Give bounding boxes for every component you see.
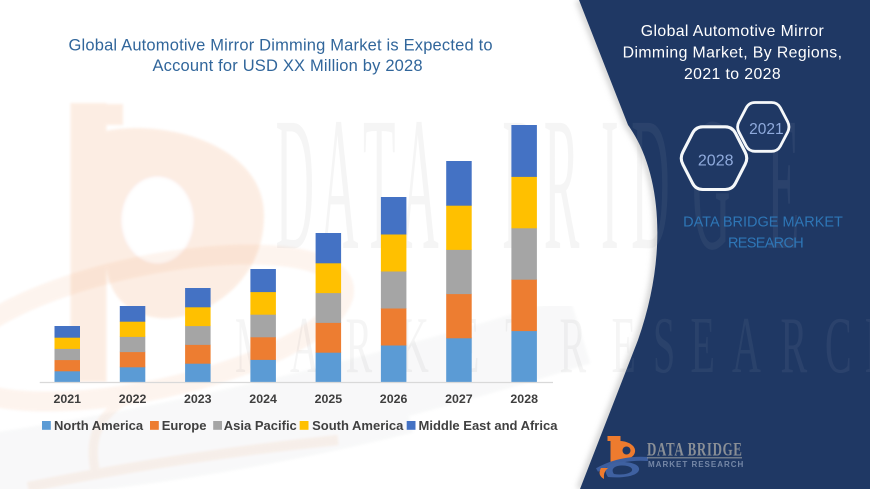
svg-text:Europe: Europe <box>162 418 207 433</box>
svg-text:Asia Pacific: Asia Pacific <box>224 418 297 433</box>
svg-text:2021: 2021 <box>54 392 82 406</box>
svg-text:2023: 2023 <box>184 392 212 406</box>
svg-text:DATA BRIDGE MARKET: DATA BRIDGE MARKET <box>683 215 843 231</box>
svg-text:DATA BRIDGE: DATA BRIDGE <box>647 439 743 460</box>
svg-text:Account for USD XX Million by: Account for USD XX Million by 2028 <box>153 57 423 75</box>
svg-text:Global Automotive Mirror: Global Automotive Mirror <box>641 23 824 40</box>
svg-text:2028: 2028 <box>698 153 734 170</box>
svg-text:2025: 2025 <box>315 392 343 406</box>
svg-text:2026: 2026 <box>380 392 408 406</box>
svg-text:Global Automotive Mirror Dimmi: Global Automotive Mirror Dimming Market … <box>69 36 493 54</box>
svg-text:Middle East and Africa: Middle East and Africa <box>419 418 559 433</box>
svg-text:MARKET RESEARCH: MARKET RESEARCH <box>648 460 744 469</box>
svg-text:South America: South America <box>312 418 404 433</box>
svg-text:2022: 2022 <box>119 392 147 406</box>
svg-text:Dimming Market, By Regions,: Dimming Market, By Regions, <box>623 45 843 62</box>
svg-text:2021: 2021 <box>749 121 783 138</box>
svg-text:RESEARCH: RESEARCH <box>728 236 803 252</box>
svg-text:2027: 2027 <box>445 392 473 406</box>
svg-text:North America: North America <box>54 418 144 433</box>
svg-text:2021 to 2028: 2021 to 2028 <box>684 66 781 83</box>
svg-text:2024: 2024 <box>249 392 277 406</box>
svg-text:2028: 2028 <box>510 392 538 406</box>
